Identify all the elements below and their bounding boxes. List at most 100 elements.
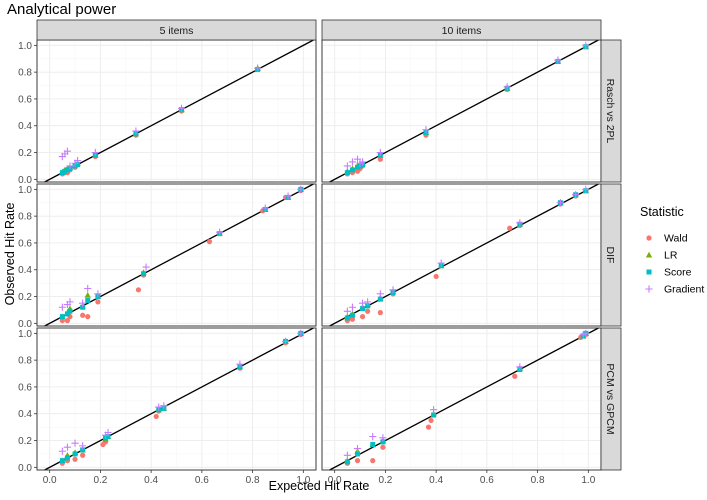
data-point bbox=[354, 458, 361, 464]
data-point bbox=[369, 432, 377, 441]
series-gradient bbox=[58, 185, 305, 311]
data-point bbox=[59, 458, 65, 464]
data-point bbox=[141, 271, 147, 277]
data-point bbox=[160, 402, 168, 410]
data-point bbox=[360, 306, 366, 312]
data-point bbox=[428, 417, 434, 424]
data-point bbox=[349, 316, 356, 322]
data-point bbox=[370, 458, 376, 464]
column-strip-label: 5 items bbox=[160, 25, 194, 37]
data-point bbox=[343, 307, 351, 315]
data-point bbox=[355, 451, 361, 457]
data-point bbox=[349, 167, 355, 173]
data-point bbox=[365, 303, 371, 309]
data-point bbox=[80, 312, 86, 318]
data-point bbox=[216, 228, 224, 236]
data-point bbox=[364, 298, 372, 306]
facet-panels: 5 items 0.0 0.2 0.4 0.6 0.8 1.0 10 items Rasch v… bbox=[18, 19, 622, 486]
identity-line bbox=[44, 327, 314, 471]
data-point bbox=[63, 443, 72, 451]
data-point bbox=[206, 239, 213, 245]
y-tick-label: 0.2 bbox=[18, 436, 32, 447]
data-point bbox=[437, 259, 445, 267]
data-point bbox=[142, 263, 150, 271]
data-point bbox=[79, 299, 87, 307]
y-tick-label: 0.4 bbox=[18, 265, 32, 276]
data-point bbox=[343, 162, 351, 170]
y-tick-label: 0.2 bbox=[18, 292, 32, 303]
x-tick-label: 0.2 bbox=[93, 475, 107, 486]
data-point bbox=[132, 127, 140, 135]
data-point bbox=[379, 434, 387, 442]
series-gradient bbox=[58, 64, 262, 170]
data-point bbox=[73, 156, 82, 165]
data-point bbox=[380, 439, 386, 445]
data-point bbox=[512, 373, 518, 379]
facet-panel bbox=[321, 327, 602, 471]
data-point bbox=[71, 439, 79, 447]
row-strip bbox=[600, 183, 622, 327]
y-tick-label: 0.4 bbox=[18, 409, 32, 420]
data-point bbox=[370, 442, 376, 448]
data-point bbox=[554, 56, 562, 64]
panel-border bbox=[36, 183, 317, 327]
data-point bbox=[349, 312, 355, 318]
data-point bbox=[582, 185, 590, 193]
series-gradient bbox=[343, 329, 590, 459]
series-gradient bbox=[343, 41, 590, 170]
data-point bbox=[85, 314, 91, 320]
panel-grid bbox=[322, 328, 601, 470]
data-point bbox=[80, 304, 86, 310]
facet-panel bbox=[36, 183, 317, 327]
row-strip-label: PCM vs GPCM bbox=[604, 363, 616, 434]
data-point bbox=[516, 219, 524, 227]
x-tick-label: 0.6 bbox=[480, 475, 494, 486]
data-point bbox=[377, 156, 383, 162]
x-tick-label: 0.2 bbox=[378, 475, 392, 486]
data-point bbox=[84, 291, 91, 298]
data-point bbox=[355, 164, 361, 170]
data-point bbox=[422, 126, 430, 134]
x-tick-label: 0.8 bbox=[246, 475, 260, 486]
data-point bbox=[85, 298, 91, 304]
identity-line bbox=[329, 39, 599, 183]
y-tick-label: 0.0 bbox=[18, 463, 32, 474]
data-point bbox=[377, 310, 383, 316]
x-tick-label: 1.0 bbox=[581, 475, 595, 486]
legend: Statistic Wald LR Score Gradient bbox=[640, 205, 704, 296]
panel-grid bbox=[37, 40, 316, 182]
facet-panel bbox=[36, 327, 317, 471]
facet-panel bbox=[321, 183, 602, 327]
data-point bbox=[79, 442, 87, 450]
data-point bbox=[80, 452, 86, 458]
y-tick-label: 0.8 bbox=[18, 212, 32, 223]
y-tick-label: 1.0 bbox=[18, 41, 32, 52]
legend-key bbox=[646, 235, 652, 241]
column-strip-label: 10 items bbox=[442, 25, 482, 37]
panel-grid bbox=[322, 40, 601, 182]
y-tick-label: 1.0 bbox=[18, 329, 32, 340]
data-point bbox=[64, 311, 70, 317]
facet-panel bbox=[36, 39, 317, 183]
data-point bbox=[91, 148, 99, 157]
data-point bbox=[59, 170, 65, 176]
data-point bbox=[281, 337, 290, 345]
y-tick-label: 0.6 bbox=[18, 94, 32, 105]
legend-title: Statistic bbox=[640, 205, 684, 219]
data-point bbox=[153, 413, 159, 420]
row-strip-label: Rasch vs 2PL bbox=[604, 79, 616, 144]
data-point bbox=[431, 412, 437, 418]
y-tick-label: 0.2 bbox=[18, 148, 32, 159]
data-point bbox=[155, 403, 163, 411]
data-point bbox=[236, 360, 244, 368]
data-point bbox=[556, 199, 565, 207]
column-strip bbox=[36, 19, 317, 41]
panel-grid bbox=[37, 328, 316, 470]
data-point bbox=[380, 444, 386, 450]
data-point bbox=[94, 290, 102, 298]
x-axis-title: Expected Hit Rate bbox=[269, 479, 370, 493]
data-point bbox=[72, 456, 78, 462]
legend-item-wald: Wald bbox=[646, 233, 688, 245]
y-tick-label: 0.8 bbox=[18, 68, 32, 79]
